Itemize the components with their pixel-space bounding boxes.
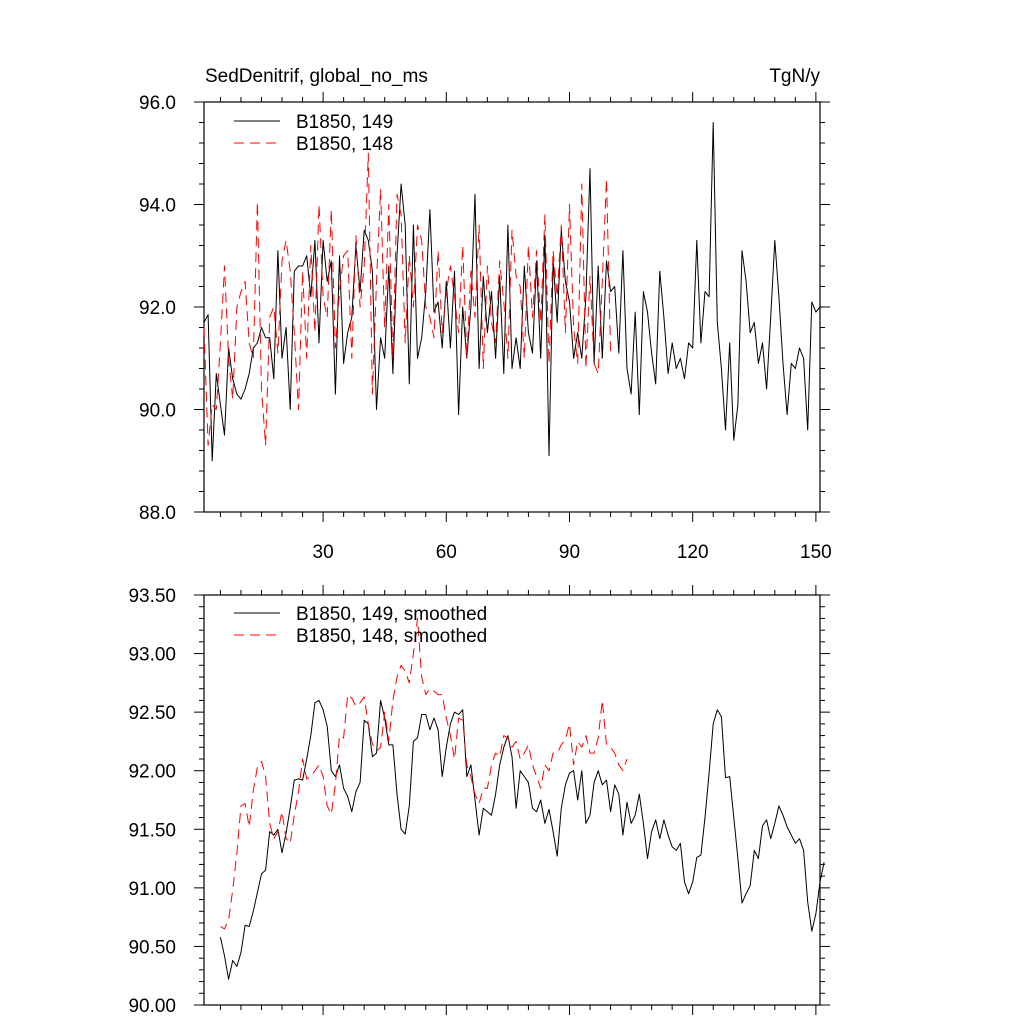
y-tick-label: 91.50 xyxy=(128,820,176,841)
y-tick-label: 96.0 xyxy=(139,93,176,114)
y-tick-label: 90.50 xyxy=(128,937,176,958)
legend-label-series-148: B1850, 148 xyxy=(296,134,393,155)
y-tick-label: 92.00 xyxy=(128,762,176,783)
series-line-149 xyxy=(219,699,825,980)
top-plot-frame xyxy=(203,101,821,513)
y-tick-label: 92.0 xyxy=(139,298,176,319)
top-legend: B1850, 149 B1850, 148 xyxy=(234,112,393,155)
top-axis-ticks: 30 60 90 120 150 88.0 90.0 92.0 94.0 96.0 xyxy=(139,92,832,563)
chart-title-right: TgN/y xyxy=(769,66,820,87)
y-tick-label: 90.0 xyxy=(139,401,176,422)
series-line-149 xyxy=(203,122,821,462)
x-tick-label: 30 xyxy=(313,542,334,563)
y-tick-label: 93.00 xyxy=(128,645,176,666)
legend-label-series-149: B1850, 149 xyxy=(296,112,393,133)
legend-label-smoothed-148: B1850, 148, smoothed xyxy=(296,626,487,647)
x-tick-label: 90 xyxy=(559,542,580,563)
chart-title-left: SedDenitrif, global_no_ms xyxy=(205,66,428,87)
y-tick-label: 93.50 xyxy=(128,586,176,607)
bottom-plot-frame xyxy=(203,594,821,1006)
bottom-series-lines xyxy=(219,617,825,980)
series-line-148 xyxy=(220,617,628,930)
y-tick-label: 88.0 xyxy=(139,503,176,524)
x-tick-label: 60 xyxy=(436,542,457,563)
y-tick-label: 92.50 xyxy=(128,703,176,724)
top-series-lines xyxy=(203,122,821,462)
y-tick-label: 91.00 xyxy=(128,879,176,900)
bottom-legend: B1850, 149, smoothed B1850, 148, smoothe… xyxy=(234,604,487,647)
x-tick-label: 120 xyxy=(677,542,709,563)
bottom-axis-ticks: 90.00 90.50 91.00 91.50 92.00 92.50 93.00 93.50 xyxy=(128,585,830,1017)
legend-label-smoothed-149: B1850, 149, smoothed xyxy=(296,604,487,625)
x-tick-label: 150 xyxy=(800,542,832,563)
y-tick-label: 90.00 xyxy=(128,996,176,1017)
y-tick-label: 94.0 xyxy=(139,196,176,217)
series-line-148 xyxy=(203,152,612,446)
